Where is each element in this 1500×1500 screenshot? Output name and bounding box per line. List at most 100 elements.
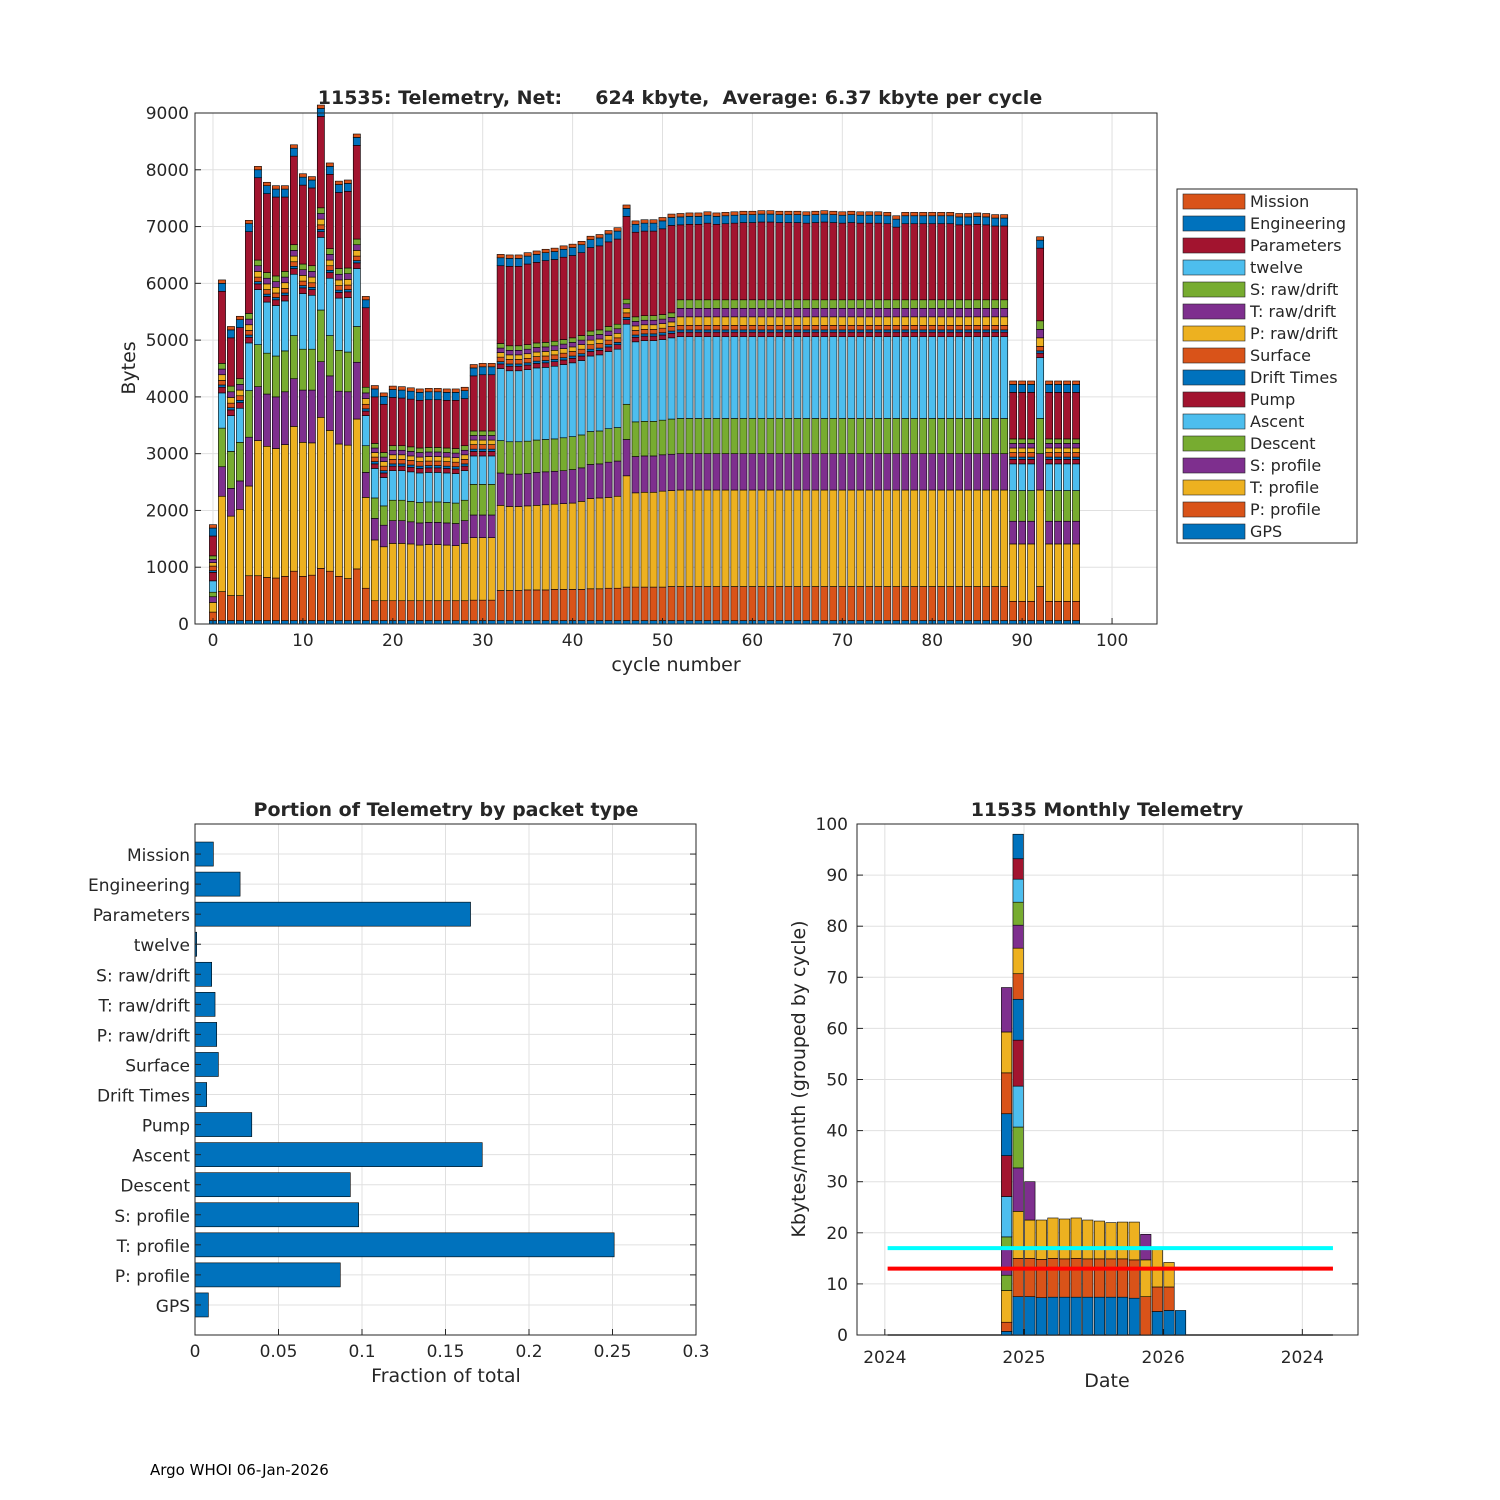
cycle-bar-engineering bbox=[865, 214, 874, 224]
cycle-bar-s-raw-drift bbox=[352, 238, 361, 246]
cycle-bar-s-raw-drift bbox=[505, 345, 514, 351]
cycle-bar-engineering bbox=[793, 214, 802, 223]
cycle-bar-p-profile bbox=[281, 576, 289, 621]
cycle-bar-s-profile bbox=[505, 473, 514, 507]
cycle-bar-drift-times bbox=[775, 329, 784, 333]
cycle-bar-engineering bbox=[1000, 217, 1009, 227]
cycle-bar-gps bbox=[955, 620, 964, 625]
cycle-bar-p-raw-drift bbox=[685, 316, 694, 326]
cycle-bar-t-raw-drift bbox=[541, 346, 550, 352]
cycle-bar-mission bbox=[793, 210, 802, 215]
cycle-bar-gps bbox=[901, 620, 910, 625]
cycle-bar-ascent bbox=[281, 300, 289, 352]
cycle-bar-t-raw-drift bbox=[784, 308, 793, 318]
cycle-bar-p-profile bbox=[523, 589, 532, 621]
cycle-bar-p-profile bbox=[316, 568, 325, 621]
cycle-bar-t-profile bbox=[955, 489, 964, 587]
cycle-bar-drift-times bbox=[757, 329, 766, 333]
cycle-bar-engineering bbox=[631, 223, 640, 233]
cycle-bar-t-profile bbox=[748, 489, 757, 587]
cycle-bar-t-raw-drift bbox=[766, 308, 775, 318]
cycle-bar-ascent bbox=[1027, 463, 1036, 491]
cycle-bar-p-profile bbox=[263, 577, 271, 621]
cycle-bar-p-profile bbox=[236, 595, 244, 621]
cycle-bar-p-raw-drift bbox=[730, 316, 739, 326]
cycle-bar-s-raw-drift bbox=[523, 344, 532, 350]
cycle-bar-t-profile bbox=[883, 489, 892, 587]
cycle-bar-t-profile bbox=[1000, 489, 1009, 587]
monthly-tick-label-y: 10 bbox=[826, 1275, 848, 1295]
cycle-bar-s-raw-drift bbox=[577, 335, 586, 341]
cycle-bar-s-raw-drift bbox=[550, 340, 559, 347]
cycle-bar-p-raw-drift bbox=[496, 352, 505, 358]
legend-label-mission: Mission bbox=[1250, 192, 1309, 211]
cycle-bar-p-profile bbox=[307, 574, 316, 621]
cycle-bar-t-profile bbox=[568, 502, 577, 590]
cycle-bar-pump bbox=[973, 331, 982, 338]
legend-swatch-ascent bbox=[1182, 413, 1246, 430]
cycle-bar-descent bbox=[379, 505, 388, 526]
cycle-bar-engineering bbox=[775, 214, 784, 223]
cycle-bar-t-raw-drift bbox=[505, 350, 514, 356]
cycle-bar-parameters bbox=[982, 224, 991, 301]
cycle-bar-drift-times bbox=[281, 292, 289, 296]
cycle-bar-engineering bbox=[658, 220, 667, 230]
cycle-bar-s-profile bbox=[209, 596, 217, 603]
cycle-bar-mission bbox=[290, 144, 298, 149]
cycle-bar-t-raw-drift bbox=[1054, 443, 1062, 449]
cycle-bar-descent bbox=[254, 344, 262, 387]
cycle-bar-parameters bbox=[748, 222, 757, 301]
cycle-bar-t-profile bbox=[352, 418, 361, 570]
cycle-bar-descent bbox=[577, 434, 586, 469]
cycle-bar-t-profile bbox=[559, 503, 568, 590]
cycle-tick-label-y: 8000 bbox=[146, 161, 189, 181]
cycle-bar-descent bbox=[496, 440, 505, 474]
cycle-bar-ascent bbox=[209, 580, 217, 593]
cycle-bar-pump bbox=[883, 331, 892, 338]
cycle-bar-t-profile bbox=[281, 444, 289, 577]
cycle-tick-label-x: 70 bbox=[832, 631, 854, 651]
fraction-category-label: Descent bbox=[120, 1177, 190, 1197]
cycle-bar-p-profile bbox=[910, 586, 919, 621]
cycle-bar-s-profile bbox=[712, 453, 721, 491]
cycle-bar-mission bbox=[577, 241, 586, 246]
cycle-bar-t-raw-drift bbox=[631, 321, 640, 327]
cycle-bar-mission bbox=[559, 245, 568, 250]
cycle-bar-p-profile bbox=[892, 586, 901, 621]
cycle-bar-mission bbox=[236, 315, 244, 320]
cycle-bar-s-raw-drift bbox=[604, 326, 613, 332]
cycle-bar-surface bbox=[595, 343, 604, 349]
cycle-bar-surface bbox=[622, 312, 631, 318]
cycle-bar-surface bbox=[415, 461, 424, 467]
cycle-bar-drift-times bbox=[640, 333, 649, 337]
cycle-bar-surface bbox=[640, 329, 649, 335]
cycle-bar-s-raw-drift bbox=[1054, 438, 1062, 444]
cycle-bar-mission bbox=[307, 176, 316, 181]
cycle-bar-surface bbox=[802, 325, 811, 331]
cycle-bar-engineering bbox=[883, 215, 892, 225]
cycle-bar-surface bbox=[272, 292, 280, 298]
cycle-bar-t-profile bbox=[370, 539, 379, 602]
cycle-bar-p-raw-drift bbox=[236, 389, 244, 397]
cycle-bar-descent bbox=[838, 418, 847, 454]
monthly-bar-t-profile bbox=[1012, 947, 1024, 975]
cycle-bar-t-profile bbox=[640, 491, 649, 588]
cycle-bar-p-profile bbox=[586, 588, 595, 621]
cycle-bar-pump bbox=[1027, 459, 1036, 465]
cycle-bar-surface bbox=[703, 325, 712, 331]
cycle-bar-descent bbox=[955, 418, 964, 454]
cycle-bar-s-raw-drift bbox=[937, 299, 946, 309]
cycle-bar-drift-times bbox=[703, 329, 712, 333]
cycle-bar-ascent bbox=[298, 293, 307, 350]
cycle-bar-ascent bbox=[263, 301, 271, 354]
cycle-bar-gps bbox=[379, 620, 388, 625]
footer-credit: Argo WHOI 06-Jan-2026 bbox=[150, 1461, 329, 1479]
cycle-bar-t-profile bbox=[451, 545, 460, 602]
cycle-bar-drift-times bbox=[307, 287, 316, 290]
cycle-bar-descent bbox=[442, 502, 451, 524]
cycle-bar-descent bbox=[622, 403, 631, 440]
cycle-bar-p-raw-drift bbox=[901, 316, 910, 326]
cycle-bar-s-raw-drift bbox=[209, 555, 217, 560]
cycle-chart-title: 11535: Telemetry, Net: 624 kbyte, Averag… bbox=[318, 87, 1042, 109]
cycle-bar-t-raw-drift bbox=[910, 308, 919, 318]
